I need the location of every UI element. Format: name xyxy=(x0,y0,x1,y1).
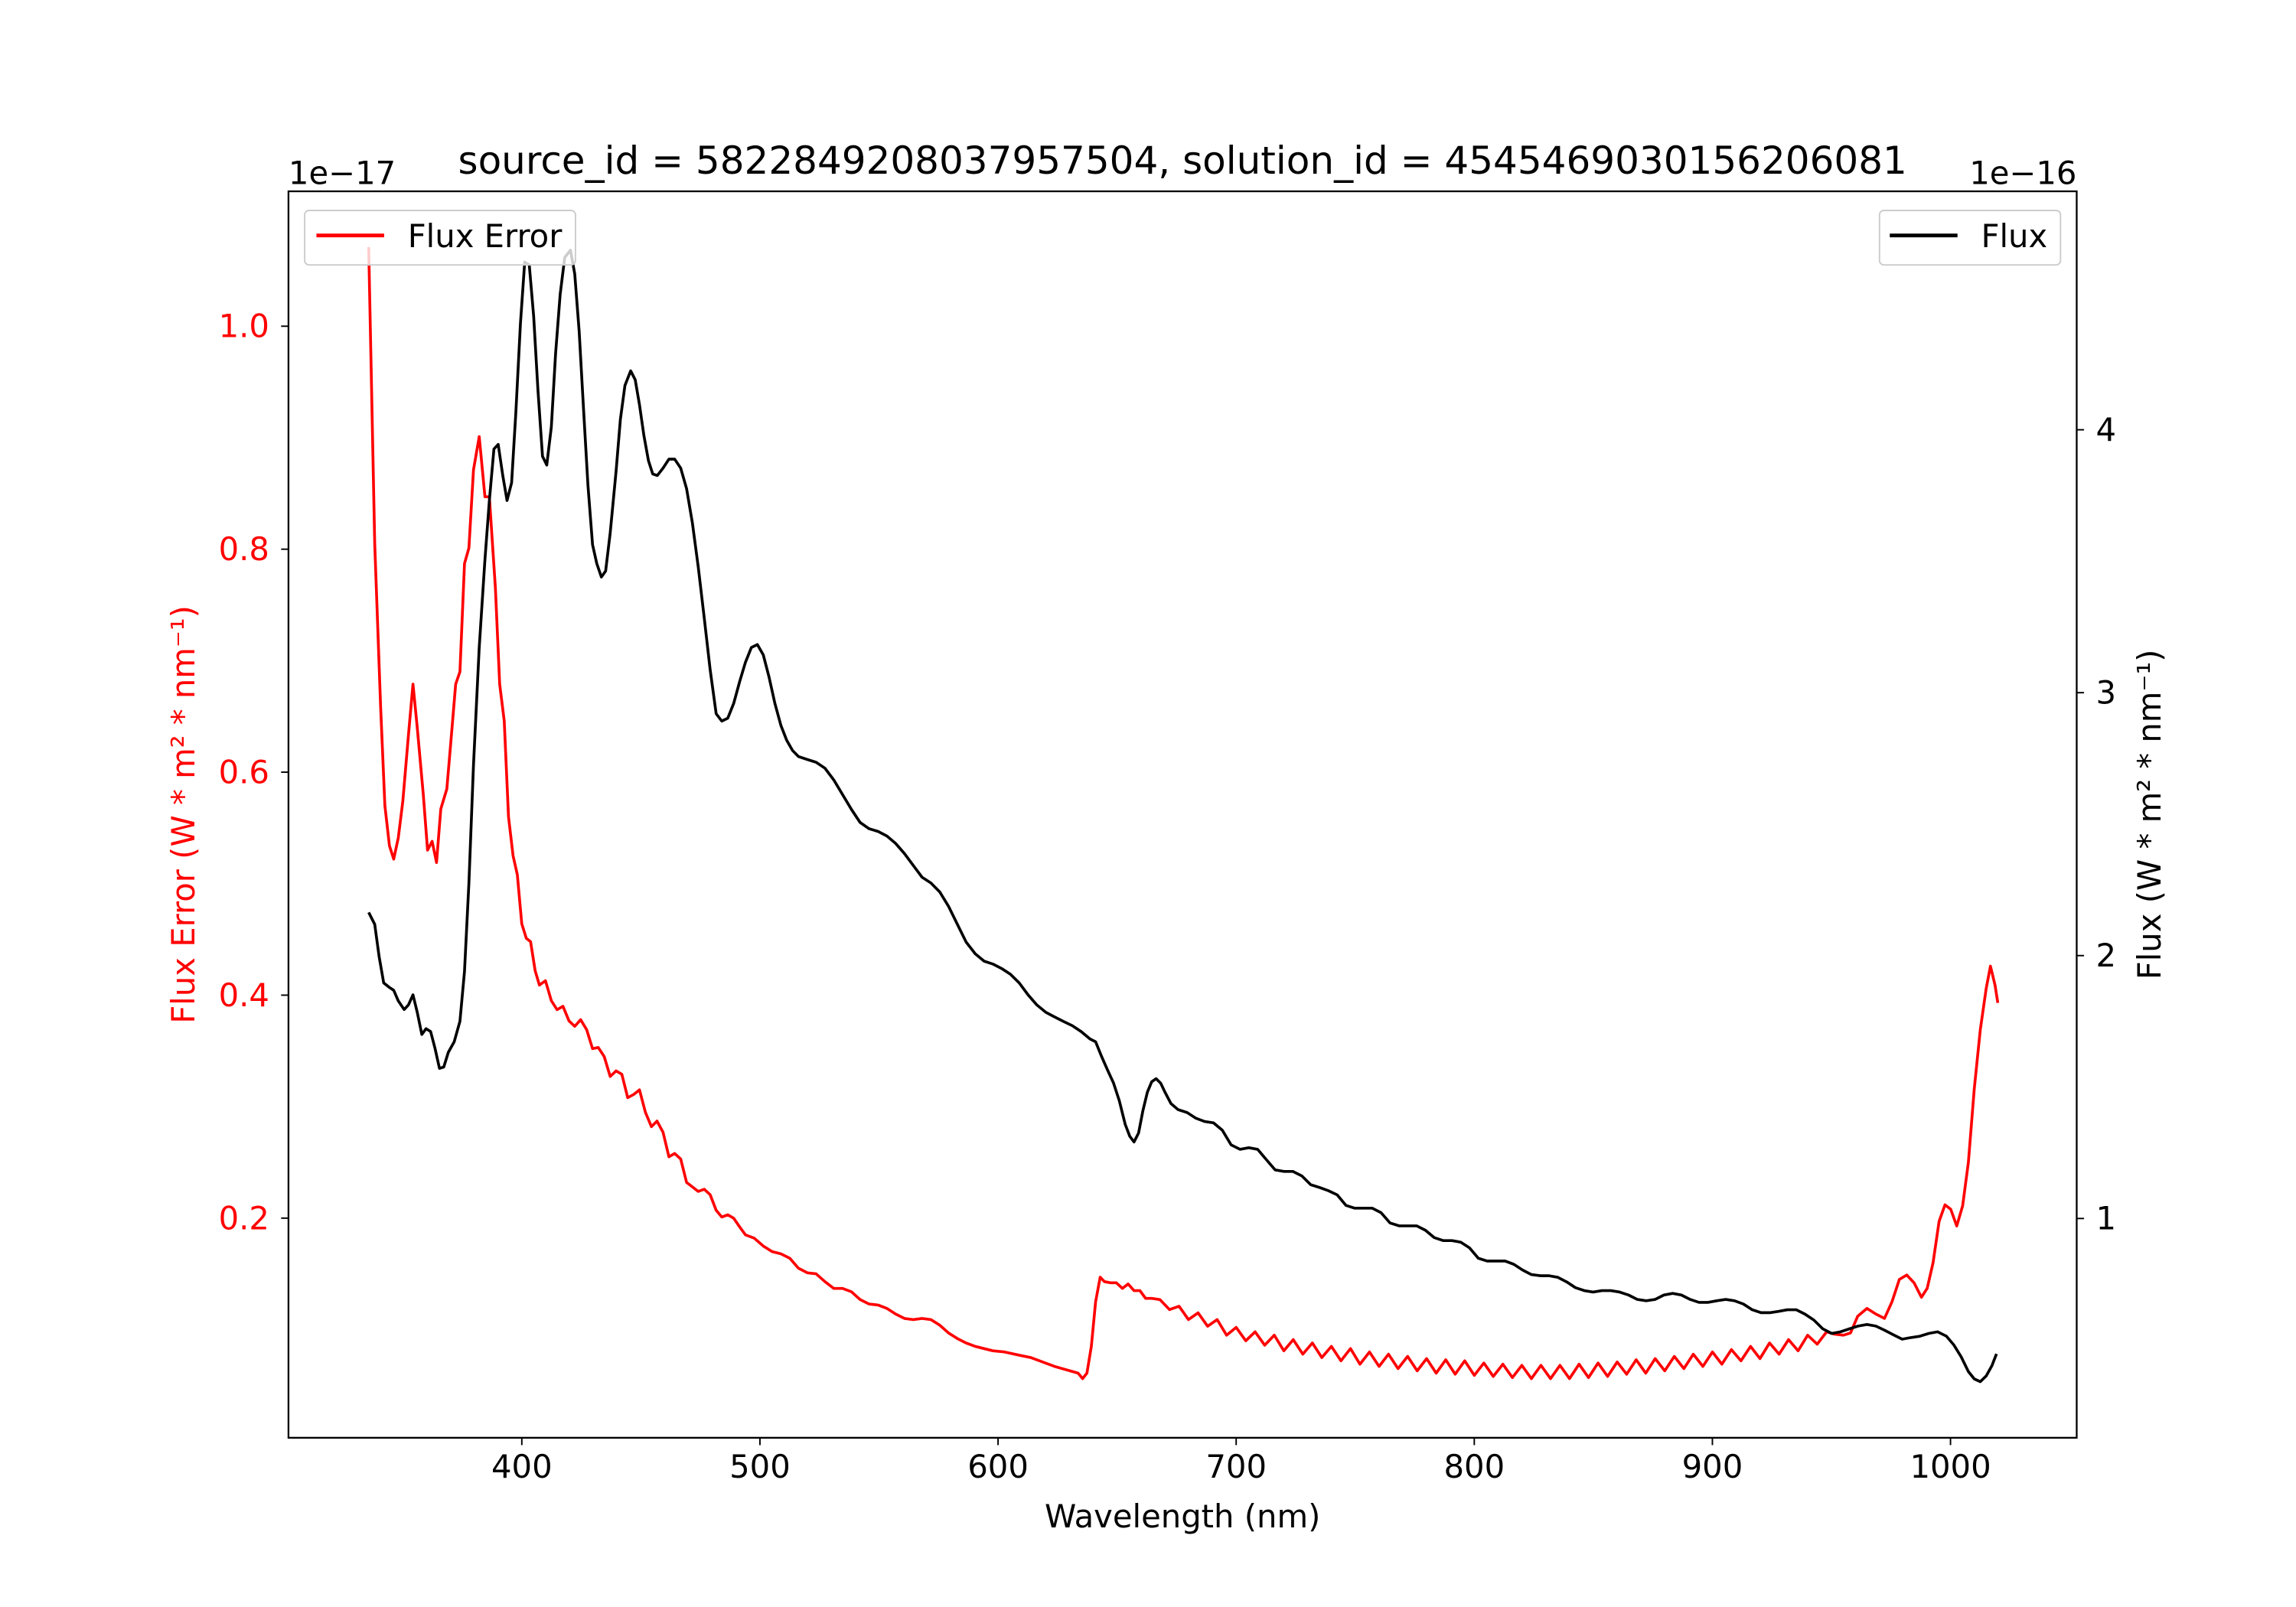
x-tick-label: 400 xyxy=(491,1448,553,1485)
legend-label-flux: Flux xyxy=(1981,217,2047,255)
right-y-tick-label: 1 xyxy=(2095,1200,2116,1237)
legend-label-flux-error: Flux Error xyxy=(408,217,563,255)
legend-box-flux-error xyxy=(304,210,576,266)
right-y-tick-label: 4 xyxy=(2095,411,2116,448)
x-axis-label: Wavelength (nm) xyxy=(1045,1498,1320,1535)
left-y-tick-label: 0.4 xyxy=(219,976,269,1014)
left-y-tick-label: 0.2 xyxy=(219,1199,269,1237)
right-y-tick-label: 2 xyxy=(2095,937,2116,974)
x-tick-label: 700 xyxy=(1205,1448,1267,1485)
flux-line xyxy=(367,249,1998,1384)
legend-flux: Flux xyxy=(1878,210,2062,266)
series-layer xyxy=(367,246,2000,1384)
legend-box-flux xyxy=(1878,210,2062,266)
flux-error-line xyxy=(367,246,2000,1380)
axes-layer: 400 500 600 700 800 900 1000 0.2 0.4 0.6 0.8 1.0 1 2 3… xyxy=(219,308,2116,1485)
x-tick-label: 1000 xyxy=(1910,1448,1991,1485)
x-tick-label: 500 xyxy=(729,1448,791,1485)
left-y-axis-label: Flux Error (W * m² * nm⁻¹) xyxy=(165,605,202,1024)
right-y-tick-label: 3 xyxy=(2095,674,2116,712)
left-y-tick-label: 0.8 xyxy=(219,530,269,568)
left-y-tick-label: 0.6 xyxy=(219,753,269,790)
x-tick-label: 800 xyxy=(1443,1448,1505,1485)
x-tick-label: 900 xyxy=(1682,1448,1743,1485)
left-offset-text: 1e−17 xyxy=(289,154,396,191)
right-y-axis-label: Flux (W * m² * nm⁻¹) xyxy=(2131,650,2168,980)
plot-frame xyxy=(287,190,2078,1439)
right-offset-text: 1e−16 xyxy=(1969,154,2076,191)
left-y-tick-label: 1.0 xyxy=(219,308,269,345)
x-tick-label: 600 xyxy=(967,1448,1029,1485)
chart-title: source_id = 5822849208037957504, solutio… xyxy=(458,139,1907,183)
legend-flux-error: Flux Error xyxy=(304,210,576,266)
